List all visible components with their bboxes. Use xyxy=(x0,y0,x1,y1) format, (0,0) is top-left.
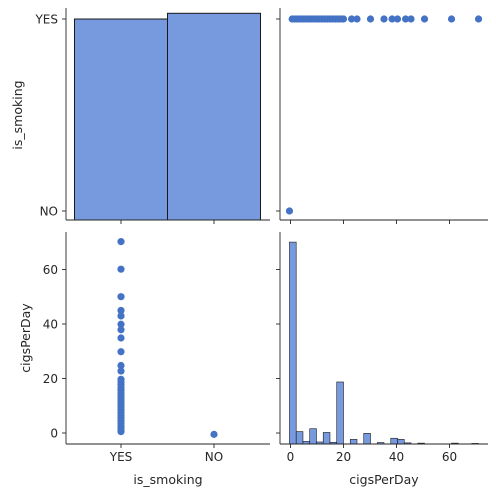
x-tick-label: YES xyxy=(109,450,133,464)
hist-bar xyxy=(289,241,297,445)
hist-bar xyxy=(349,439,358,445)
scatter-point xyxy=(366,15,375,23)
y-tick-label: 40 xyxy=(43,318,58,332)
scatter-point xyxy=(420,15,429,23)
y-tick-label: 60 xyxy=(43,263,58,277)
scatter-point xyxy=(117,238,125,246)
x-tick-label: 0 xyxy=(287,450,295,464)
scatter-point xyxy=(117,265,125,273)
scatter-point xyxy=(117,293,125,301)
panel-scatter-smoking-vs-cigs xyxy=(285,15,483,215)
scatter-point xyxy=(347,15,356,23)
spines xyxy=(65,8,488,445)
col0-x-axis-label: is_smoking xyxy=(133,472,202,487)
scatter-point xyxy=(474,15,483,23)
y-tick-label: 20 xyxy=(43,372,58,386)
hist-bar xyxy=(336,381,344,445)
col0-x-axis: YES NO xyxy=(109,220,223,464)
row0-y-axis: YES NO xyxy=(34,13,280,219)
panel-histogram-cigs-per-day xyxy=(289,241,479,445)
scatter-point xyxy=(285,207,294,215)
scatter-point xyxy=(117,367,125,375)
scatter-point xyxy=(117,306,125,315)
scatter-point xyxy=(117,320,125,328)
row1-y-axis: 0 20 40 60 xyxy=(43,263,280,441)
scatter-point xyxy=(117,334,125,342)
hist-bar-no xyxy=(167,12,261,221)
scatter-point xyxy=(393,15,402,23)
x-tick-label: NO xyxy=(205,450,223,464)
x-tick-label: 20 xyxy=(336,450,351,464)
row0-y-axis-label: is_smoking xyxy=(10,80,25,149)
scatter-point xyxy=(447,15,456,23)
hist-bar xyxy=(322,432,331,445)
hist-bar xyxy=(390,437,398,445)
y-tick-label: 0 xyxy=(50,427,58,441)
panel-histogram-is-smoking xyxy=(74,12,261,221)
scatter-point xyxy=(388,15,396,23)
scatter-point xyxy=(117,312,125,320)
scatter-point xyxy=(117,348,125,356)
hist-bar-yes xyxy=(74,18,168,221)
scatter-point xyxy=(117,361,125,370)
hist-bar xyxy=(397,439,405,445)
hist-bar xyxy=(309,428,317,445)
row1-y-axis-label: cigsPerDay xyxy=(18,303,33,373)
scatter-point xyxy=(117,326,125,334)
y-tick-label: YES xyxy=(34,13,58,27)
scatter-point xyxy=(339,15,348,23)
scatter-point xyxy=(117,375,125,383)
col1-x-axis-label: cigsPerDay xyxy=(349,472,419,487)
scatter-point xyxy=(380,15,388,23)
col1-x-axis: 0 20 40 60 xyxy=(287,220,457,464)
scatter-point xyxy=(407,15,415,23)
x-tick-label: 40 xyxy=(389,450,404,464)
y-tick-label: NO xyxy=(40,205,58,219)
scatter-point xyxy=(353,15,361,23)
scatter-point xyxy=(210,430,218,438)
hist-bar xyxy=(363,433,371,445)
panel-scatter-cigs-vs-smoking xyxy=(117,238,218,438)
x-tick-label: 60 xyxy=(442,450,457,464)
scatter-point xyxy=(402,15,410,23)
hist-bar xyxy=(295,431,304,445)
